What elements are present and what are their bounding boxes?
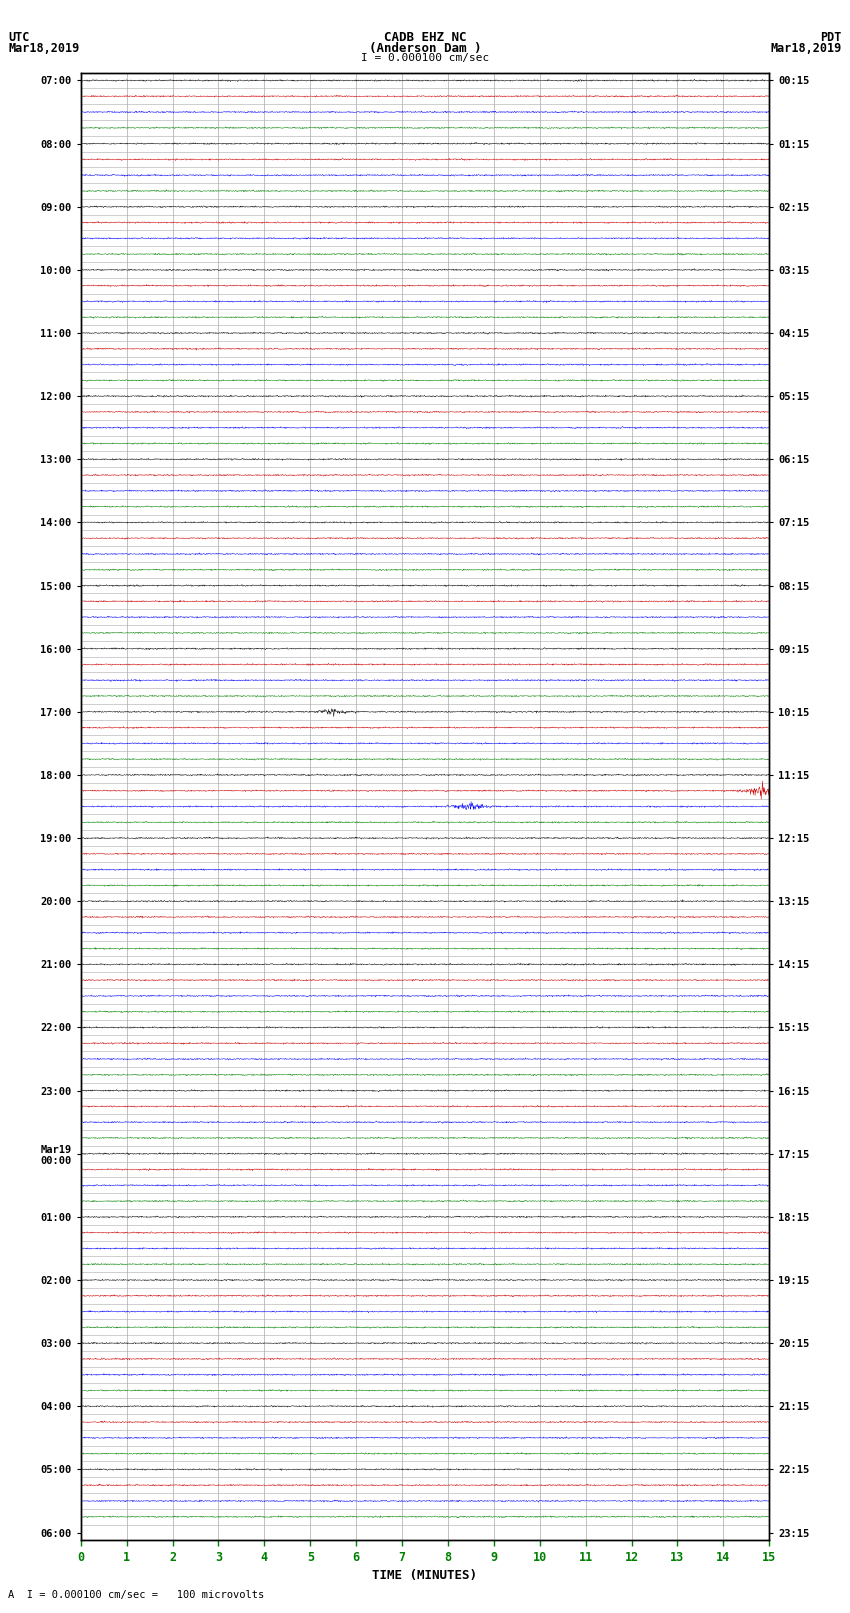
Text: UTC: UTC	[8, 31, 30, 44]
X-axis label: TIME (MINUTES): TIME (MINUTES)	[372, 1569, 478, 1582]
Text: I = 0.000100 cm/sec: I = 0.000100 cm/sec	[361, 53, 489, 63]
Text: Mar18,2019: Mar18,2019	[8, 42, 80, 55]
Text: PDT: PDT	[820, 31, 842, 44]
Text: CADB EHZ NC: CADB EHZ NC	[383, 31, 467, 44]
Text: Mar18,2019: Mar18,2019	[770, 42, 842, 55]
Text: (Anderson Dam ): (Anderson Dam )	[369, 42, 481, 55]
Text: A  I = 0.000100 cm/sec =   100 microvolts: A I = 0.000100 cm/sec = 100 microvolts	[8, 1590, 264, 1600]
